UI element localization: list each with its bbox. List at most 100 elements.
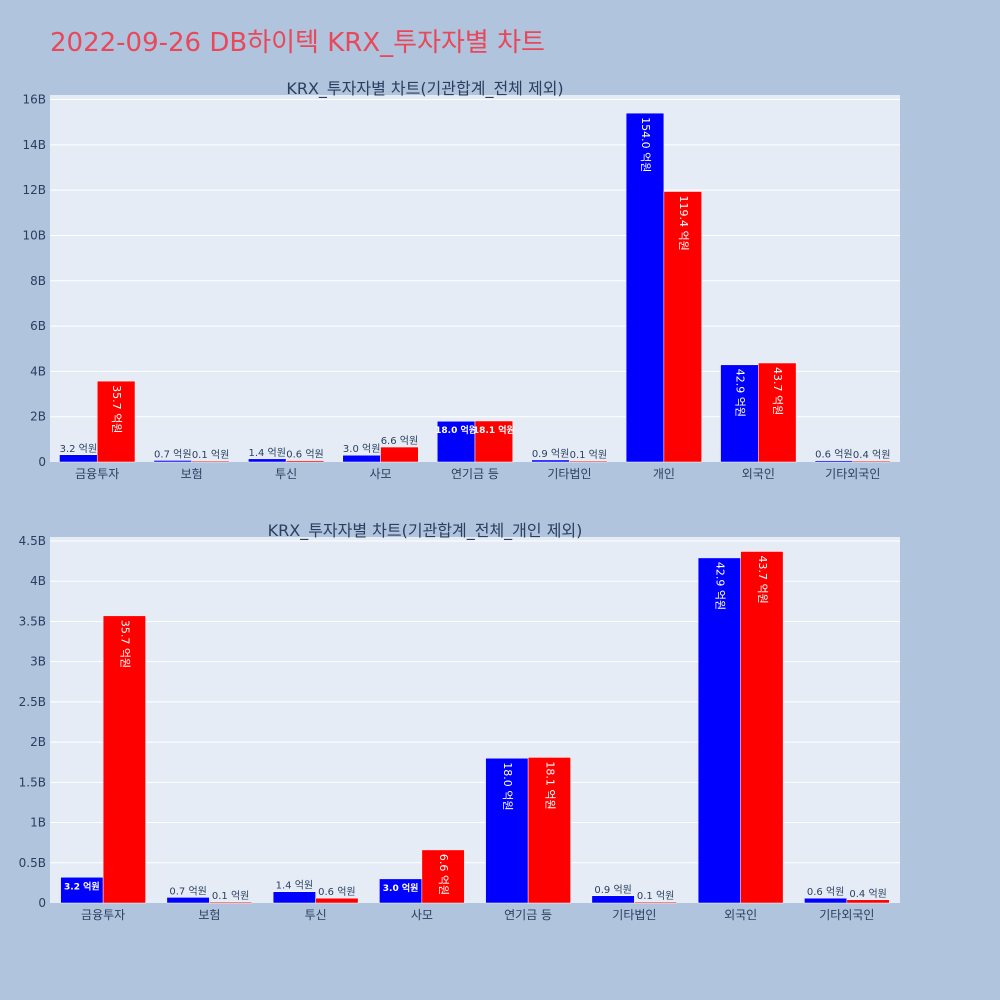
chart2-data-label: 43.7 억원 [756, 555, 769, 603]
chart2-bar [315, 897, 359, 904]
chart1-ytick-label: 16B [22, 93, 46, 107]
chart2-ytick-label: 4.5B [19, 534, 46, 548]
chart2-bar [527, 757, 571, 904]
chart1-xtick-label: 외국인 [742, 467, 775, 481]
chart2-bar [634, 901, 678, 904]
chart1-xtick-label: 기타외국인 [825, 467, 880, 481]
chart1-ytick-label: 8B [30, 274, 46, 288]
chart1-data-label: 0.1 억원 [192, 449, 229, 461]
chart1-xtick-label: 사모 [370, 467, 392, 481]
chart2-data-label: 0.6 억원 [807, 886, 844, 898]
chart2-data-label: 0.1 억원 [637, 890, 674, 902]
chart2-xtick-label: 외국인 [724, 908, 757, 922]
chart2-ytick-label: 2B [30, 735, 46, 749]
chart1-xtick-label: 개인 [653, 467, 675, 481]
chart2-title: KRX_투자자별 차트(기관합계_전체_개인 제외) [268, 521, 583, 541]
chart2-ytick-label: 4B [30, 574, 46, 588]
chart1-data-label: 0.7 억원 [154, 448, 191, 460]
chart2-data-label: 3.2 억원 [64, 880, 100, 892]
chart1-ytick-label: 12B [22, 183, 46, 197]
chart1-bar [663, 191, 702, 463]
chart1-bar [814, 460, 854, 463]
chart2-xtick-label: 기타법인 [612, 908, 656, 922]
chart1-xtick-label: 투신 [275, 467, 297, 481]
chart2-bar [272, 891, 316, 904]
chart2-bar [166, 897, 210, 904]
chart2-data-label: 6.6 억원 [437, 854, 450, 895]
chart2-bar [379, 878, 423, 904]
chart1-xtick-label: 기타법인 [547, 467, 591, 481]
chart1-data-label: 119.4 억원 [677, 196, 690, 251]
chart1-xtick-label: 금융투자 [75, 467, 119, 481]
chart1-ytick-label: 4B [30, 364, 46, 378]
chart1-bar [720, 364, 759, 463]
chart2-ytick-label: 2.5B [19, 695, 46, 709]
chart2-ytick-label: 3B [30, 655, 46, 669]
chart1-bar [191, 460, 230, 463]
chart1-bar [852, 460, 891, 463]
chart2-xtick-label: 사모 [411, 908, 433, 922]
chart1-bar [569, 460, 608, 463]
chart1-xtick-label: 연기금 등 [451, 467, 499, 481]
chart1-bar [285, 460, 325, 463]
chart2-data-label: 0.4 억원 [849, 888, 886, 900]
chart1-bar [531, 459, 570, 463]
chart2-data-label: 18.0 억원 [501, 762, 514, 810]
chart1-xtick-label: 보험 [181, 467, 203, 481]
chart2-ytick-label: 0.5B [19, 856, 46, 870]
chart2-xtick-label: 금융투자 [81, 908, 125, 922]
chart1-title: KRX_투자자별 차트(기관합계_전체 제외) [286, 79, 563, 99]
chart1-bar [153, 460, 192, 463]
chart1-ytick-label: 0 [38, 455, 46, 469]
chart2-data-label: 3.0 억원 [383, 882, 419, 894]
chart1-bar [96, 380, 136, 463]
chart1-data-label: 18.0 억원 [435, 424, 477, 436]
chart1-ytick-label: 2B [30, 410, 46, 424]
chart1-data-label: 1.4 억원 [248, 447, 285, 459]
chart2-ytick-label: 1.5B [19, 775, 46, 789]
chart2-data-label: 35.7 억원 [118, 620, 131, 668]
chart2-data-label: 1.4 억원 [276, 880, 313, 892]
chart2-data-label: 18.1 억원 [543, 761, 556, 809]
chart1-data-label: 18.1 억원 [473, 424, 515, 436]
chart2-bar [102, 615, 146, 904]
chart1-data-label: 3.0 억원 [343, 443, 380, 455]
chart1-bar [59, 454, 98, 463]
chart2-bar [421, 849, 465, 904]
chart1-bar [474, 420, 514, 463]
chart1-data-label: 0.1 억원 [570, 449, 607, 461]
chart2-bar [697, 557, 741, 904]
chart1-data-label: 0.6 억원 [286, 449, 323, 461]
chart2-bar [591, 895, 635, 904]
chart1-data-label: 0.6 억원 [815, 449, 852, 461]
chart2-bar [209, 901, 253, 904]
chart1-data-label: 43.7 억원 [771, 367, 784, 415]
chart1-ytick-label: 6B [30, 319, 46, 333]
chart1-data-label: 42.9 억원 [733, 369, 746, 417]
chart1-ytick-label: 14B [22, 138, 46, 152]
chart2-data-label: 0.1 억원 [212, 890, 249, 902]
chart2-xtick-label: 기타외국인 [819, 908, 874, 922]
chart1-bar [758, 362, 797, 463]
chart1-ytick-label: 10B [22, 228, 46, 242]
chart2-xtick-label: 보험 [198, 908, 220, 922]
chart1-bar [248, 458, 287, 463]
chart1-data-label: 154.0 억원 [639, 117, 652, 172]
chart2-data-label: 0.9 억원 [594, 884, 631, 896]
chart1-data-label: 0.9 억원 [532, 448, 569, 460]
chart2-bar [846, 899, 890, 904]
chart1-bar [342, 454, 381, 463]
chart1-data-label: 3.2 억원 [60, 443, 97, 455]
chart2-bar [740, 551, 784, 904]
chart2-ytick-label: 1B [30, 816, 46, 830]
chart1-data-label: 0.4 억원 [853, 449, 890, 461]
chart2-xtick-label: 연기금 등 [504, 908, 552, 922]
chart2-data-label: 0.7 억원 [169, 885, 206, 897]
chart2-data-label: 0.6 억원 [318, 886, 355, 898]
chart1-bar [380, 446, 419, 463]
chart2-bar [804, 897, 848, 904]
chart2-ytick-label: 0 [38, 896, 46, 910]
chart2-data-label: 42.9 억원 [713, 562, 726, 610]
chart2-ytick-label: 3.5B [19, 614, 46, 628]
